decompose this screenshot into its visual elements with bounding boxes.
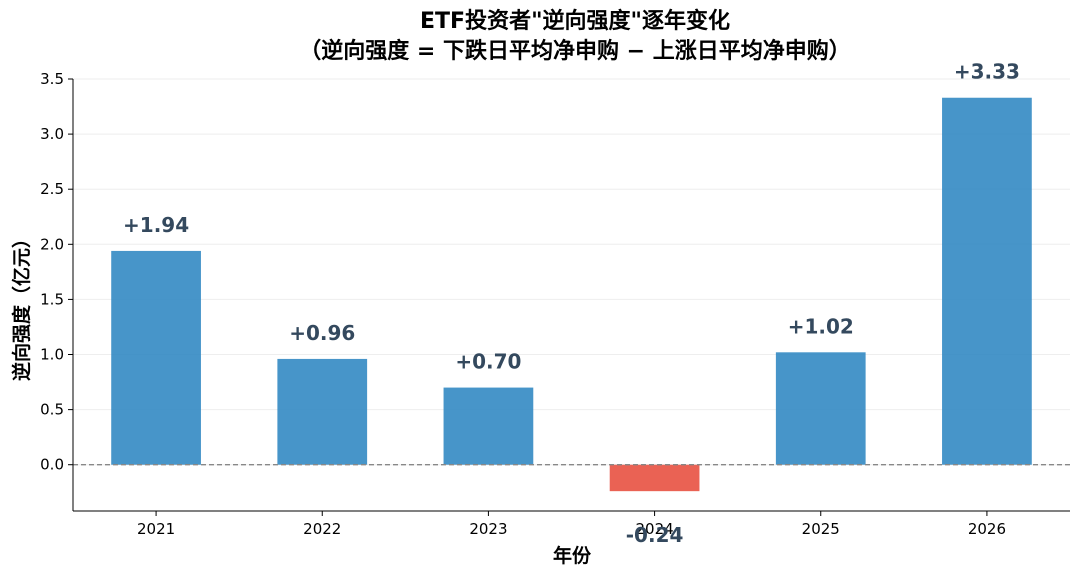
data-label-2023: +0.70 bbox=[455, 350, 521, 374]
y-tick-label: 0.5 bbox=[40, 401, 64, 419]
chart-subtitle: （逆向强度 = 下跌日平均净申购 − 上涨日平均净申购） bbox=[299, 38, 851, 64]
grid-lines bbox=[73, 78, 1070, 466]
bar-2024 bbox=[609, 464, 700, 492]
data-label-2026: +3.33 bbox=[954, 60, 1020, 84]
data-labels: +1.94 +0.96 +0.70 -0.24 +1.02 +3.33 bbox=[123, 60, 1020, 547]
y-tick-label: 3.0 bbox=[40, 125, 64, 143]
y-tick-label: 2.5 bbox=[40, 180, 64, 198]
x-tick-label: 2026 bbox=[968, 520, 1006, 538]
x-tick-label: 2022 bbox=[303, 520, 341, 538]
bars bbox=[111, 97, 1032, 492]
y-tick-label: 1.5 bbox=[40, 290, 64, 308]
x-tick-label: 2021 bbox=[137, 520, 175, 538]
x-tick-label: 2023 bbox=[469, 520, 507, 538]
data-label-2024: -0.24 bbox=[626, 523, 684, 547]
y-tick-label: 0.0 bbox=[40, 456, 64, 474]
y-axis-label: 逆向强度（亿元） bbox=[10, 229, 33, 381]
x-tick-label: 2024 bbox=[635, 520, 673, 538]
data-label-2022: +0.96 bbox=[289, 321, 355, 345]
bar-2022 bbox=[277, 358, 368, 465]
bar-2025 bbox=[775, 352, 866, 465]
y-tick-label: 3.5 bbox=[40, 70, 64, 88]
data-label-2025: +1.02 bbox=[788, 314, 854, 338]
data-label-2021: +1.94 bbox=[123, 213, 189, 237]
x-tick-label: 2025 bbox=[802, 520, 840, 538]
bar-2023 bbox=[443, 387, 534, 465]
axes: 0.0 0.5 1.0 1.5 2.0 2.5 3.0 3.5 2021 2022 2023 2024… bbox=[40, 70, 1070, 538]
x-axis-label: 年份 bbox=[553, 544, 592, 567]
bar-2026 bbox=[942, 97, 1032, 465]
bar-2021 bbox=[111, 250, 201, 465]
chart-title: ETF投资者"逆向强度"逐年变化 bbox=[420, 8, 730, 34]
y-tick-label: 1.0 bbox=[40, 346, 64, 364]
y-tick-label: 2.0 bbox=[40, 235, 64, 253]
